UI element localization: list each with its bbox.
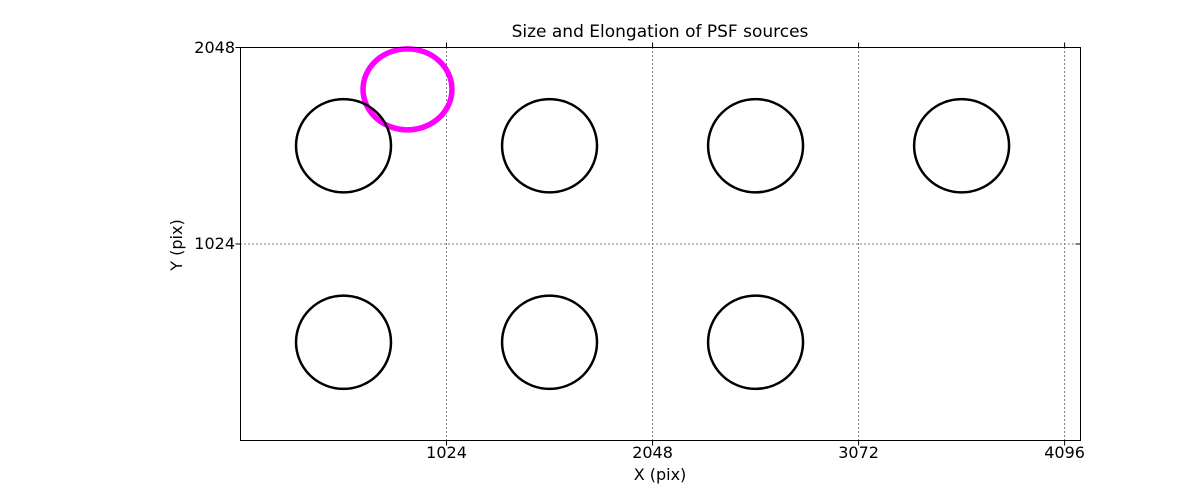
x-axis-label: X (pix) [633, 465, 687, 484]
psf-sources-ellipse [294, 294, 393, 391]
psf-sources-ellipse [294, 97, 393, 194]
psf-sources-ellipse [706, 294, 805, 391]
x-tick-label: 3072 [838, 443, 879, 462]
psf-sources-ellipse [500, 294, 599, 391]
x-tick-label: 1024 [426, 443, 467, 462]
y-tick-label: 2048 [194, 37, 235, 57]
x-tick-label: 4096 [1044, 443, 1085, 462]
highlighted-psf-source-ellipse [360, 46, 455, 133]
chart-title: Size and Elongation of PSF sources [511, 22, 809, 42]
y-tick-label: 1024 [194, 234, 235, 253]
psf-sources-ellipse [706, 97, 805, 194]
x-tick-label: 2048 [632, 443, 673, 462]
psf-sources-ellipse [912, 97, 1011, 194]
psf-sources-ellipse [500, 97, 599, 194]
axes-border [240, 47, 1081, 441]
